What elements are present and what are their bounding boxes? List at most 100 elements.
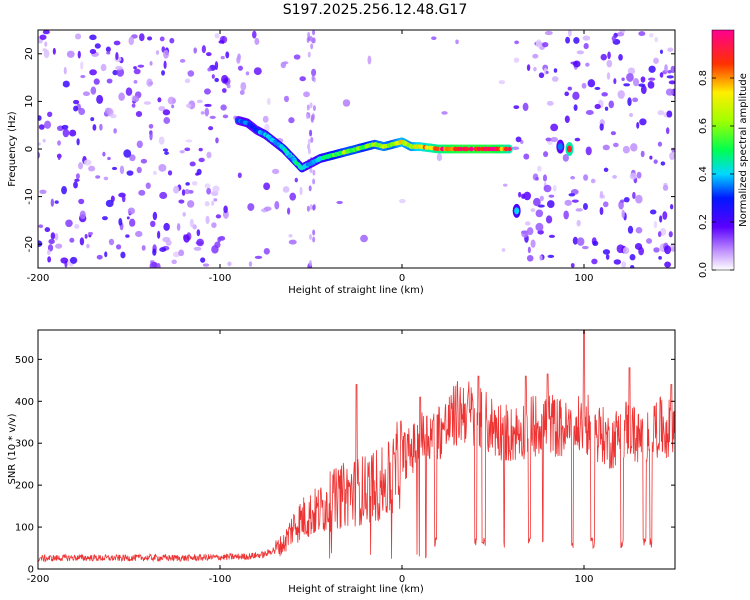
spectral-cell (263, 182, 271, 191)
spectral-cell (436, 153, 443, 162)
spectral-cell (667, 69, 672, 74)
spectral-cell (245, 71, 250, 76)
snr-frame (37, 329, 676, 570)
spectral-cell (145, 182, 151, 190)
spectral-cell (50, 198, 55, 207)
spectral-cell (603, 167, 609, 172)
spectral-cell (441, 111, 448, 115)
spectral-cell (163, 49, 169, 59)
spectral-cell (108, 238, 115, 246)
x-tick-label: -200 (27, 273, 50, 284)
spectral-cell (523, 191, 532, 201)
spectral-cell (133, 68, 141, 75)
spectral-cell (192, 224, 197, 230)
ridge-cell (499, 146, 504, 152)
spectral-cell (115, 244, 122, 250)
spectral-cell (565, 36, 570, 44)
spectral-cell (545, 70, 549, 75)
spectral-cell (303, 91, 310, 98)
spectral-cell (611, 35, 616, 42)
spectral-cell (196, 229, 201, 237)
spectral-cell (515, 136, 522, 143)
spectral-cell (526, 254, 534, 262)
spectral-cell (616, 32, 625, 37)
spectral-cell (527, 246, 531, 254)
spectral-cell (618, 54, 623, 61)
spectral-cell (193, 47, 197, 54)
spectral-cell (582, 35, 591, 41)
ridge-cell (449, 146, 454, 152)
spectral-cell (627, 97, 632, 107)
spectral-cell (38, 224, 44, 229)
spectral-cell (57, 140, 61, 146)
spectral-cell (57, 153, 61, 161)
spectral-cell (61, 186, 68, 195)
spectral-cell (573, 36, 580, 44)
spectral-cell (78, 107, 86, 116)
spectral-cell (73, 181, 78, 189)
spectral-cell (636, 122, 640, 129)
spectral-cell (211, 245, 219, 254)
spectral-cell (288, 234, 293, 238)
spectral-cell (342, 99, 351, 107)
spectral-cell (634, 243, 643, 250)
spectral-cell (184, 78, 191, 84)
spectral-cell (514, 40, 520, 45)
spectral-cell (552, 184, 557, 192)
spectral-cell (221, 88, 227, 93)
spectral-cell (171, 259, 177, 265)
spectral-cell (48, 238, 55, 245)
spectral-cell (178, 199, 185, 204)
spectral-cell (209, 115, 216, 120)
spectral-cell (54, 200, 59, 204)
spectral-cell (546, 200, 555, 209)
spectral-cell (312, 204, 316, 211)
spectral-cell (545, 215, 553, 224)
spectral-cell (665, 127, 670, 135)
spectral-cell (44, 120, 52, 129)
spectral-cell (576, 219, 581, 227)
spectral-cell (139, 33, 145, 42)
feature-cell (514, 207, 520, 215)
spectral-cell (162, 148, 169, 152)
spectral-cell (223, 78, 229, 83)
x-tick-label: 0 (399, 273, 405, 284)
spectral-cell (590, 178, 596, 184)
spectral-cell (539, 195, 544, 202)
spectral-cell (126, 170, 134, 176)
y-tick-label: 0 (24, 146, 35, 152)
spectral-cell (307, 31, 311, 38)
spectral-cell (148, 123, 154, 129)
spectral-cell (653, 247, 660, 253)
spectral-cell (544, 30, 553, 36)
spectral-cell (660, 161, 666, 166)
spectral-cell (664, 245, 672, 255)
spectral-cell (182, 212, 186, 217)
spectral-cell (181, 189, 186, 196)
spectral-cell (193, 246, 202, 251)
spectral-cell (662, 184, 669, 191)
spectral-cell (123, 149, 132, 158)
spectral-cell (131, 103, 136, 108)
spectral-cell (649, 155, 653, 160)
spectral-cell (309, 203, 313, 210)
snr-x-axis-label: Height of straight line (km) (288, 584, 424, 595)
spectral-cell (153, 170, 157, 176)
spectral-cell (38, 142, 41, 146)
spectral-cell (635, 226, 643, 234)
spectral-cell (613, 78, 617, 85)
spectral-cell (200, 257, 206, 263)
spectral-cell (551, 76, 559, 82)
y-tick-label: 400 (15, 397, 34, 408)
spectral-cell (125, 87, 133, 96)
spectral-cell (214, 33, 220, 39)
spectral-cell (502, 183, 508, 187)
spectral-cell (311, 68, 317, 77)
spectral-cell (73, 105, 79, 112)
spectral-cell (669, 152, 675, 161)
spectral-cell (563, 210, 569, 220)
spectral-cell (215, 137, 219, 144)
spectral-cell (562, 154, 569, 162)
spectral-cell (657, 141, 663, 147)
spectral-cell (87, 231, 94, 236)
